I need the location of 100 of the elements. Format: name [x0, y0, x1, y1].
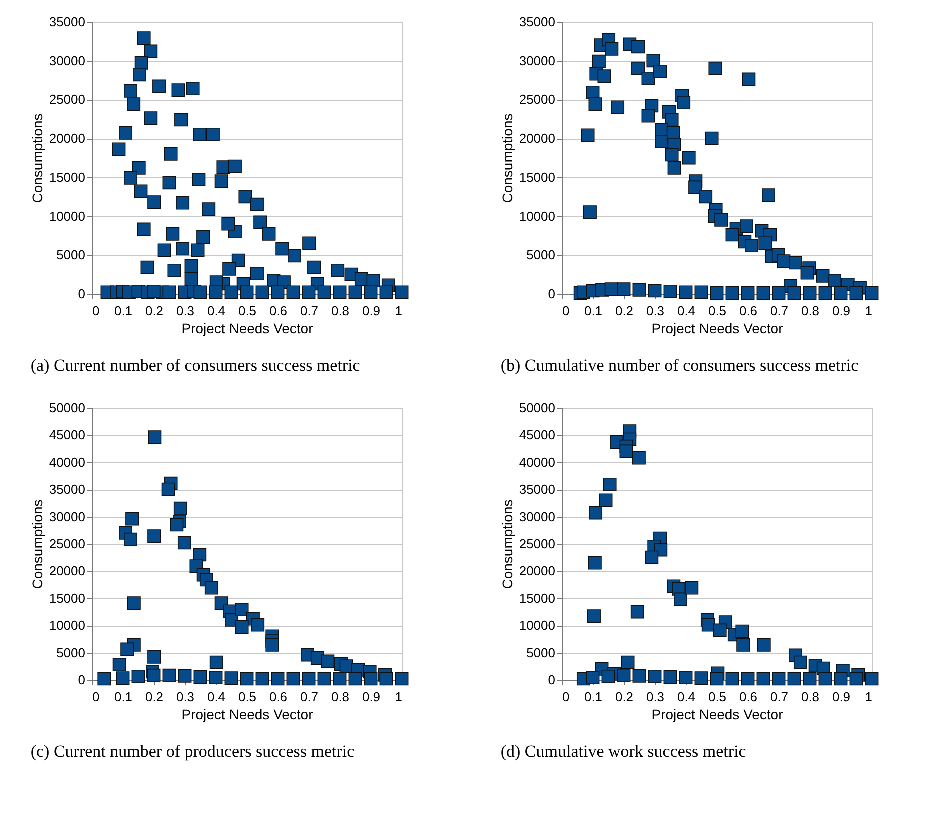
point: [620, 444, 634, 458]
x-tick-label: 0.7: [770, 690, 789, 704]
x-tick-label: 0.2: [145, 304, 164, 318]
x-tick-label: 0: [562, 690, 570, 704]
y-tick-label: 15000: [519, 590, 556, 606]
point: [599, 494, 613, 508]
y-tick-label: 35000: [519, 482, 556, 498]
x-tick-label: 0.1: [584, 690, 603, 704]
x-tick-label: 1: [395, 690, 402, 704]
point: [865, 672, 879, 686]
y-tick-label: 30000: [49, 53, 86, 68]
x-tick-label: 0.6: [269, 690, 288, 704]
y-tick-label: 30000: [49, 509, 86, 524]
x-tick-label: 0.7: [770, 304, 789, 318]
point: [756, 672, 770, 686]
point: [588, 610, 601, 624]
x-tick-label: 0.2: [145, 690, 164, 704]
point: [588, 556, 602, 570]
x-tick-label: 0.9: [362, 304, 381, 318]
y-tick-label: 20000: [49, 131, 86, 146]
point: [850, 672, 864, 686]
x-tick-label: 0.3: [646, 304, 665, 318]
x-tick-label: 0: [92, 304, 100, 318]
y-tick-label: 15000: [49, 590, 86, 606]
y-axis-title: Consumptions: [499, 114, 516, 204]
x-axis-title: Project Needs Vector: [182, 320, 314, 336]
point: [589, 506, 603, 520]
point: [674, 592, 688, 606]
x-axis-title: Project Needs Vector: [652, 706, 784, 722]
y-tick-label: 20000: [49, 564, 86, 579]
point: [741, 672, 755, 686]
y-tick-label: 5000: [526, 645, 556, 660]
y-axis-title: Consumptions: [29, 500, 46, 590]
x-axis-title: Project Needs Vector: [652, 320, 784, 336]
point: [603, 478, 617, 492]
x-tick-label: 0.1: [114, 304, 133, 318]
y-tick-label: 15000: [49, 170, 86, 185]
point: [710, 672, 724, 686]
x-tick-label: 0: [562, 304, 570, 318]
y-tick-label: 5000: [526, 248, 556, 263]
text: (a) Current number of consumers success metric: [30, 356, 361, 375]
point: [685, 581, 699, 595]
point: [834, 672, 848, 686]
x-tick-label: 0.4: [207, 690, 226, 704]
x-tick-label: 0.8: [331, 304, 350, 318]
y-tick-label: 25000: [519, 92, 556, 108]
text: (d) Cumulative work success metric: [500, 742, 747, 761]
point: [702, 618, 716, 632]
x-tick-label: 0.2: [615, 690, 634, 704]
x-tick-label: 0.7: [300, 304, 319, 318]
y-tick-label: 30000: [519, 53, 556, 68]
y-tick-label: 40000: [49, 454, 86, 470]
point: [630, 605, 644, 619]
x-axis-title: Project Needs Vector: [182, 706, 314, 722]
y-tick-label: 0: [548, 672, 556, 688]
x-tick-label: 0.9: [832, 690, 851, 704]
y-axis-title: Consumptions: [499, 500, 516, 590]
point: [621, 656, 635, 670]
x-tick-label: 0.8: [801, 304, 820, 318]
x-tick-label: 0: [92, 690, 100, 704]
y-tick-label: 50000: [49, 400, 86, 416]
text: (b) Cumulative number of consumers success metric: [500, 356, 860, 375]
point: [586, 671, 600, 685]
x-tick-label: 0.5: [708, 690, 727, 704]
y-tick-label: 50000: [519, 400, 556, 416]
y-tick-label: 0: [78, 672, 86, 688]
x-tick-label: 0.5: [238, 304, 257, 318]
point: [803, 672, 817, 686]
x-tick-label: 0.6: [739, 690, 758, 704]
y-tick-label: 10000: [49, 618, 86, 634]
point: [818, 672, 832, 686]
point: [736, 624, 750, 638]
x-tick-label: 0.3: [646, 690, 665, 704]
text: (c) Current number of producers success metric: [30, 742, 356, 761]
y-tick-label: 45000: [519, 428, 556, 443]
y-tick-label: 35000: [49, 482, 86, 498]
point: [617, 668, 631, 682]
y-tick-label: 35000: [519, 14, 556, 30]
y-tick-label: 20000: [519, 131, 556, 146]
y-tick-label: 5000: [56, 248, 86, 263]
x-tick-label: 0.9: [832, 304, 851, 318]
x-tick-label: 0.4: [677, 304, 696, 318]
x-tick-label: 0.2: [615, 304, 634, 318]
y-tick-label: 15000: [519, 170, 556, 185]
x-tick-label: 0.4: [207, 304, 226, 318]
point: [602, 670, 616, 684]
point: [648, 670, 662, 684]
x-tick-label: 1: [865, 690, 872, 704]
y-tick-label: 40000: [519, 454, 556, 470]
x-tick-label: 0.8: [331, 690, 350, 704]
x-tick-label: 0.9: [362, 690, 381, 704]
y-tick-label: 45000: [49, 428, 86, 443]
y-tick-label: 5000: [56, 645, 86, 660]
y-tick-label: 25000: [519, 536, 556, 552]
y-tick-label: 30000: [519, 509, 556, 524]
x-tick-label: 0.1: [584, 304, 603, 318]
x-tick-label: 0.1: [114, 690, 133, 704]
y-tick-label: 10000: [519, 208, 556, 224]
point: [632, 451, 646, 465]
x-tick-label: 0.8: [801, 690, 820, 704]
